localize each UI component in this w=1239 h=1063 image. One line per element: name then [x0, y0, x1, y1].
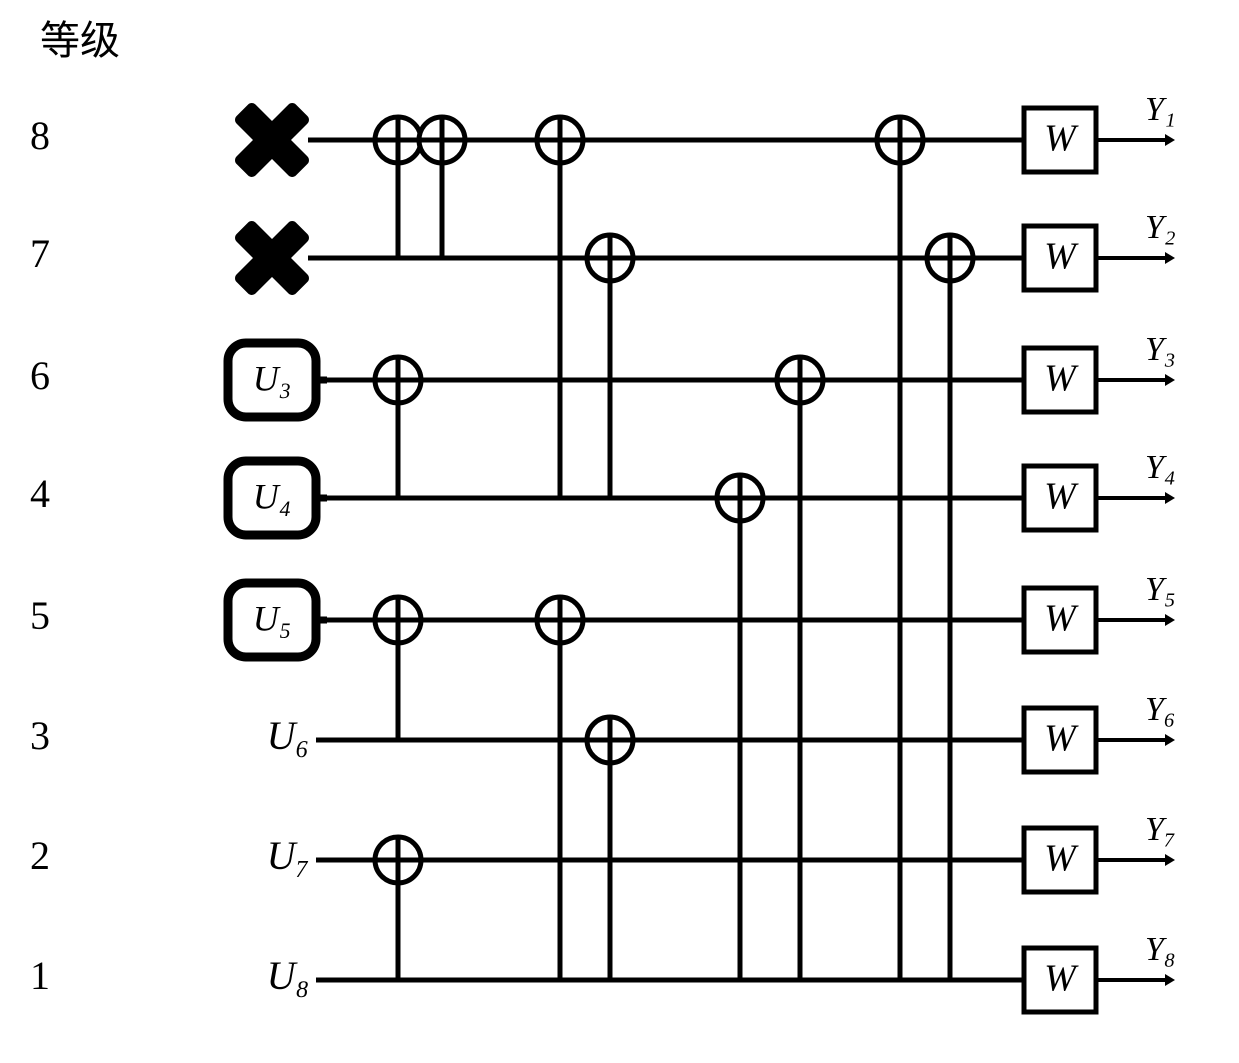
- output-label-1: Y₂: [1145, 209, 1176, 246]
- xor-r0-x1b: [419, 117, 465, 163]
- channel-w-box-2: W: [1024, 348, 1096, 412]
- input-label-1: U₂: [256, 239, 288, 272]
- w-label-3: W: [1044, 476, 1079, 518]
- input-label-7: U₈: [267, 953, 310, 998]
- output-label-2: Y₃: [1145, 331, 1176, 368]
- channel-w-box-1: W: [1024, 226, 1096, 290]
- level-label-0: 8: [30, 113, 50, 158]
- w-label-1: W: [1044, 236, 1079, 278]
- xor-r1-x2b: [587, 235, 633, 281]
- input-label-0: U₁: [256, 121, 288, 154]
- input-label-6: U₇: [267, 833, 310, 878]
- input-label-4: U₅: [253, 598, 292, 638]
- xor-r2-x3b: [777, 357, 823, 403]
- input-label-2: U₃: [253, 358, 292, 398]
- w-label-5: W: [1044, 718, 1079, 760]
- output-label-7: Y₈: [1145, 931, 1176, 968]
- channel-w-box-3: W: [1024, 466, 1096, 530]
- input-box-2: U₃: [228, 343, 316, 417]
- w-label-2: W: [1044, 358, 1079, 400]
- xor-r0-x2a: [537, 117, 583, 163]
- w-label-0: W: [1044, 118, 1079, 160]
- output-arrow-head-6: [1165, 854, 1175, 866]
- channel-w-box-5: W: [1024, 708, 1096, 772]
- output-arrow-head-4: [1165, 614, 1175, 626]
- level-label-4: 5: [30, 593, 50, 638]
- xor-r6-x1a: [375, 837, 421, 883]
- level-label-6: 2: [30, 833, 50, 878]
- polar-code-diagram: 等级 8 7 6 4 5 3 2 1 U₁ U₂ U₃ U₄ U₅ U₆ U₇ U₈ W Y₁ W Y₂ W Y₃ W Y₄ W Y…: [0, 0, 1239, 1063]
- w-label-4: W: [1044, 598, 1079, 640]
- level-label-3: 4: [30, 471, 50, 516]
- level-label-7: 1: [30, 953, 50, 998]
- w-label-6: W: [1044, 838, 1079, 880]
- output-label-6: Y₇: [1145, 811, 1176, 848]
- xor-r4-x2a: [537, 597, 583, 643]
- level-label-5: 3: [30, 713, 50, 758]
- xor-r1-x4b: [927, 235, 973, 281]
- output-label-3: Y₄: [1145, 449, 1176, 486]
- output-arrow-head-2: [1165, 374, 1175, 386]
- output-label-4: Y₅: [1145, 571, 1176, 608]
- title-label: 等级: [40, 18, 120, 63]
- level-label-2: 6: [30, 353, 50, 398]
- output-arrow-head-7: [1165, 974, 1175, 986]
- channel-w-box-6: W: [1024, 828, 1096, 892]
- channel-w-box-4: W: [1024, 588, 1096, 652]
- input-label-5: U₆: [267, 713, 310, 758]
- xor-r2-x1a: [375, 357, 421, 403]
- diagram-page: 等级 8 7 6 4 5 3 2 1 U₁ U₂ U₃ U₄ U₅ U₆ U₇ U₈ W Y₁ W Y₂ W Y₃ W Y₄ W Y…: [0, 0, 1239, 1063]
- output-label-5: Y₆: [1145, 691, 1176, 728]
- w-label-7: W: [1044, 958, 1079, 1000]
- xor-r4-x1a: [375, 597, 421, 643]
- level-label-1: 7: [30, 231, 50, 276]
- input-label-3: U₄: [253, 476, 292, 516]
- xor-r0-x4a: [877, 117, 923, 163]
- channel-w-box-7: W: [1024, 948, 1096, 1012]
- output-arrow-head-5: [1165, 734, 1175, 746]
- output-arrow-head-1: [1165, 252, 1175, 264]
- output-arrow-head-3: [1165, 492, 1175, 504]
- channel-w-box-0: W: [1024, 108, 1096, 172]
- input-box-3: U₄: [228, 461, 316, 535]
- xor-r5-x2b: [587, 717, 633, 763]
- output-label-0: Y₁: [1145, 91, 1176, 128]
- output-arrow-head-0: [1165, 134, 1175, 146]
- input-box-4: U₅: [228, 583, 316, 657]
- xor-r0-x1a: [375, 117, 421, 163]
- xor-r3-x3a: [717, 475, 763, 521]
